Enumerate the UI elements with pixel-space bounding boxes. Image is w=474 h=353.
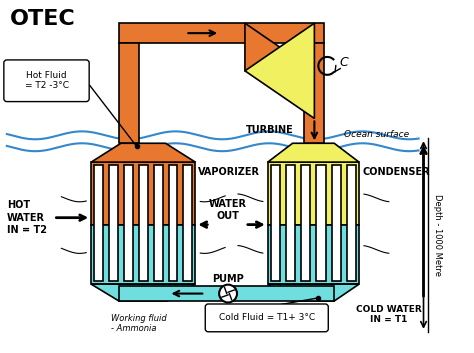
Bar [91,162,195,225]
Bar [286,165,295,281]
Bar [154,165,163,281]
Bar [139,165,148,281]
Text: C: C [339,56,348,70]
Bar [316,165,326,281]
Text: Hot Fluid
= T2 -3°C: Hot Fluid = T2 -3°C [25,71,69,90]
Bar [124,165,133,281]
Text: WATER
OUT: WATER OUT [209,198,247,221]
Bar [119,286,334,301]
Bar [268,225,359,284]
Polygon shape [245,23,314,71]
Text: Cold Fluid = T1+ 3°C: Cold Fluid = T1+ 3°C [219,313,315,322]
Polygon shape [268,143,359,162]
Bar [332,165,341,281]
Bar [304,43,324,143]
Bar [169,165,177,281]
Text: CONDENSER: CONDENSER [362,167,429,177]
Text: Depth - 1000 Metre: Depth - 1000 Metre [433,193,442,276]
Text: VAPORIZER: VAPORIZER [198,167,260,177]
Bar [268,162,359,225]
Text: TURBINE: TURBINE [246,125,293,136]
Text: COLD WATER
IN = T1: COLD WATER IN = T1 [356,305,422,324]
Bar [301,165,310,281]
Text: HOT
WATER
IN = T2: HOT WATER IN = T2 [7,200,47,235]
Circle shape [219,285,237,303]
Text: Working fluid
- Ammonia: Working fluid - Ammonia [111,314,167,333]
Polygon shape [268,284,359,301]
Bar [119,23,324,43]
Text: Ocean surface: Ocean surface [344,130,409,139]
Polygon shape [91,284,195,301]
Polygon shape [245,23,314,119]
Polygon shape [91,143,195,162]
Bar [91,225,195,284]
Bar [183,165,192,281]
FancyBboxPatch shape [4,60,89,102]
Bar [94,165,103,281]
Bar [347,165,356,281]
Bar [271,165,280,281]
Text: PUMP: PUMP [212,274,244,284]
FancyBboxPatch shape [205,304,328,332]
Bar [119,43,139,143]
Text: OTEC: OTEC [10,9,75,29]
Bar [109,165,118,281]
